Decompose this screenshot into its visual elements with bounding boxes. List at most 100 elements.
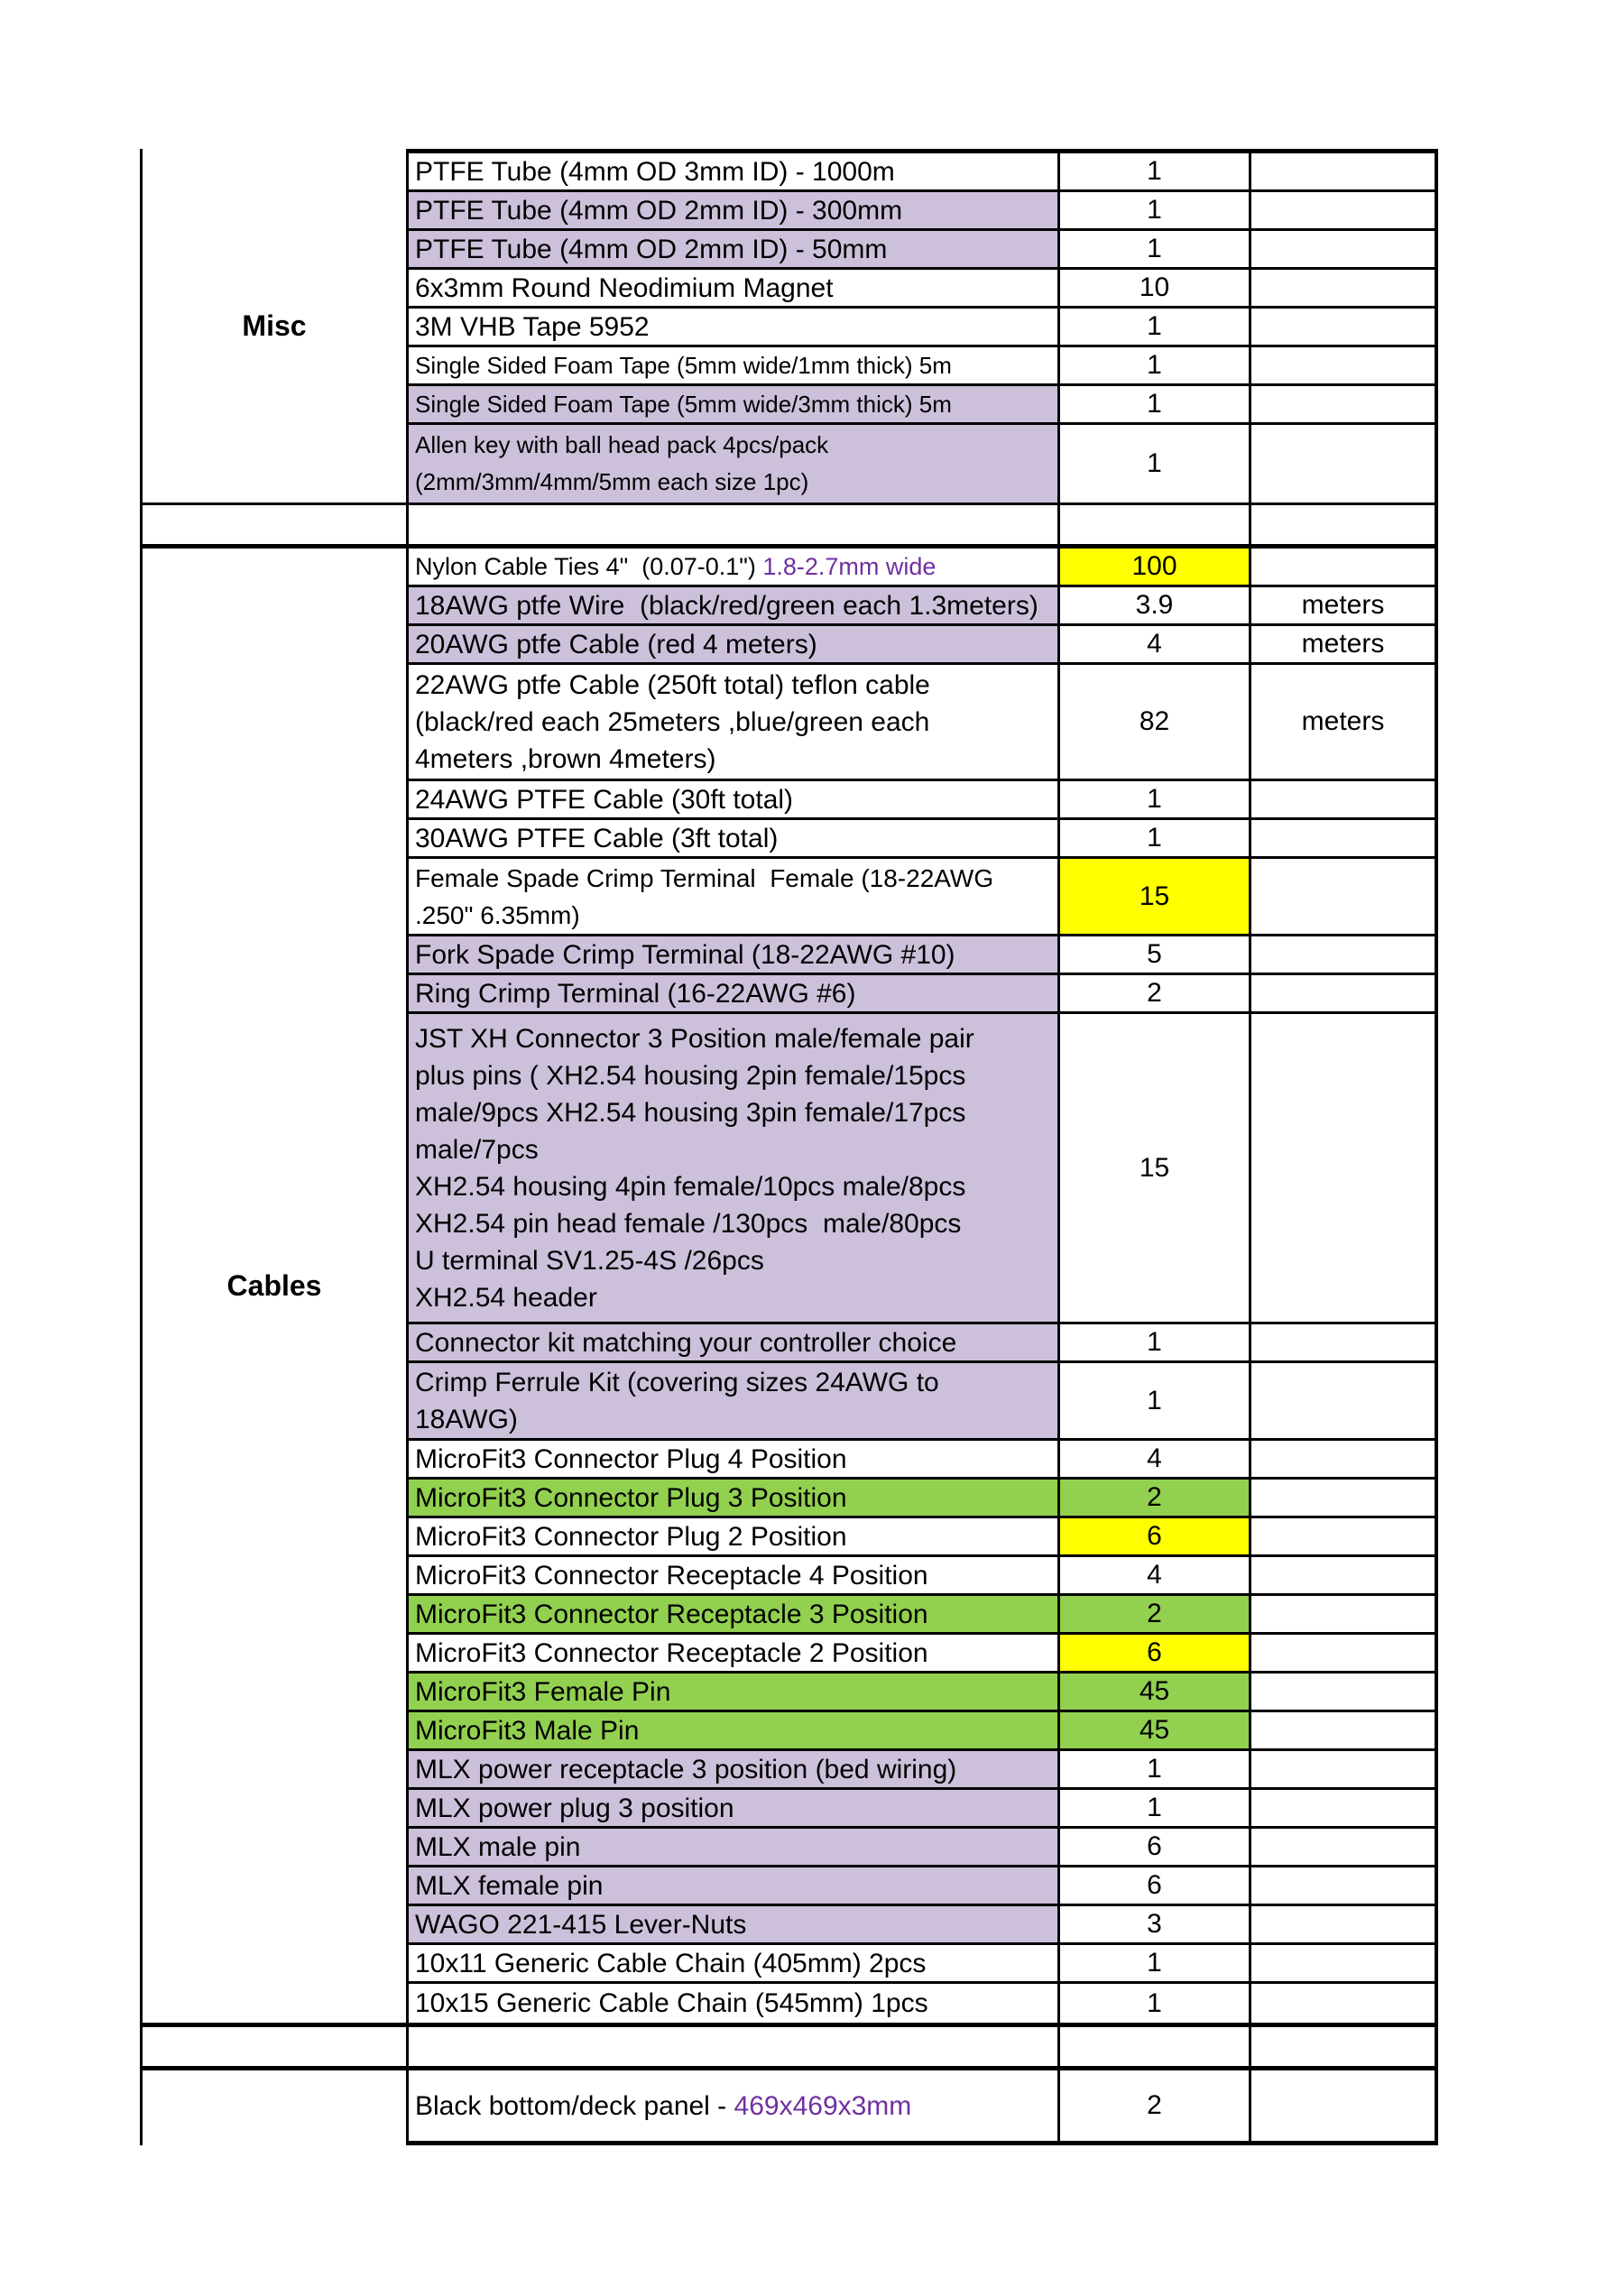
description-cell[interactable]: MicroFit3 Connector Receptacle 4 Positio… [406, 1557, 1057, 1593]
description-cell[interactable]: 10x11 Generic Cable Chain (405mm) 2pcs [406, 1945, 1057, 1981]
quantity-cell[interactable]: 100 [1057, 549, 1249, 585]
category-cell-cables[interactable]: Cables [140, 549, 406, 2023]
description-cell[interactable]: WAGO 221-415 Lever-Nuts [406, 1906, 1057, 1942]
description-cell[interactable]: MicroFit3 Male Pin [406, 1712, 1057, 1748]
unit-cell[interactable] [1249, 549, 1438, 585]
description-cell[interactable]: MicroFit3 Connector Plug 3 Position [406, 1480, 1057, 1516]
unit-cell[interactable] [1249, 1751, 1438, 1787]
quantity-cell[interactable]: 1 [1057, 1324, 1249, 1360]
unit-cell[interactable] [1249, 309, 1438, 345]
description-cell[interactable]: PTFE Tube (4mm OD 3mm ID) - 1000m [406, 153, 1057, 189]
description-cell[interactable]: 30AWG PTFE Cable (3ft total) [406, 820, 1057, 856]
description-cell[interactable]: 3M VHB Tape 5952 [406, 309, 1057, 345]
quantity-cell[interactable]: 45 [1057, 1674, 1249, 1710]
unit-cell[interactable]: meters [1249, 665, 1438, 779]
quantity-cell[interactable]: 2 [1057, 975, 1249, 1011]
unit-cell[interactable] [1249, 1596, 1438, 1632]
unit-cell[interactable] [1249, 1441, 1438, 1477]
description-cell[interactable]: Ring Crimp Terminal (16-22AWG #6) [406, 975, 1057, 1011]
unit-cell[interactable] [1249, 1324, 1438, 1360]
quantity-cell[interactable]: 4 [1057, 626, 1249, 662]
description-cell[interactable]: Fork Spade Crimp Terminal (18-22AWG #10) [406, 936, 1057, 973]
unit-cell[interactable] [1249, 1674, 1438, 1710]
unit-cell[interactable] [1249, 1635, 1438, 1671]
unit-cell[interactable] [1249, 1363, 1438, 1438]
unit-cell[interactable] [1249, 1829, 1438, 1865]
quantity-cell[interactable]: 1 [1057, 425, 1249, 503]
description-cell[interactable]: MicroFit3 Connector Plug 4 Position [406, 1441, 1057, 1477]
unit-cell[interactable] [1249, 347, 1438, 383]
description-cell[interactable]: MLX power receptacle 3 position (bed wir… [406, 1751, 1057, 1787]
unit-cell[interactable] [1249, 192, 1438, 228]
description-cell[interactable]: Single Sided Foam Tape (5mm wide/3mm thi… [406, 386, 1057, 422]
quantity-cell[interactable]: 10 [1057, 270, 1249, 306]
quantity-cell[interactable]: 1 [1057, 309, 1249, 345]
description-cell[interactable]: 20AWG ptfe Cable (red 4 meters) [406, 626, 1057, 662]
unit-cell[interactable] [1249, 1014, 1438, 1322]
quantity-cell[interactable]: 1 [1057, 781, 1249, 817]
quantity-cell[interactable]: 1 [1057, 1790, 1249, 1826]
category-cell-empty[interactable] [140, 2027, 406, 2066]
description-cell[interactable]: 24AWG PTFE Cable (30ft total) [406, 781, 1057, 817]
description-cell[interactable]: Allen key with ball head pack 4pcs/pack … [406, 425, 1057, 503]
quantity-cell[interactable]: 5 [1057, 936, 1249, 973]
description-cell[interactable]: 6x3mm Round Neodimium Magnet [406, 270, 1057, 306]
quantity-cell[interactable]: 1 [1057, 347, 1249, 383]
unit-cell[interactable] [1249, 1480, 1438, 1516]
quantity-cell[interactable]: 2 [1057, 2070, 1249, 2141]
description-cell[interactable]: MicroFit3 Connector Receptacle 3 Positio… [406, 1596, 1057, 1632]
description-cell[interactable]: Single Sided Foam Tape (5mm wide/1mm thi… [406, 347, 1057, 383]
unit-cell[interactable] [1249, 1790, 1438, 1826]
unit-cell[interactable] [1249, 975, 1438, 1011]
description-cell[interactable] [406, 505, 1057, 544]
unit-cell[interactable] [1249, 859, 1438, 934]
quantity-cell[interactable]: 6 [1057, 1635, 1249, 1671]
category-cell-empty[interactable] [140, 2070, 406, 2145]
unit-cell[interactable] [1249, 270, 1438, 306]
unit-cell[interactable] [1249, 425, 1438, 503]
unit-cell[interactable] [1249, 386, 1438, 422]
description-cell[interactable]: MLX male pin [406, 1829, 1057, 1865]
quantity-cell[interactable]: 1 [1057, 231, 1249, 267]
category-cell-empty[interactable] [140, 505, 406, 544]
unit-cell[interactable]: meters [1249, 626, 1438, 662]
quantity-cell[interactable]: 1 [1057, 1751, 1249, 1787]
quantity-cell[interactable]: 6 [1057, 1829, 1249, 1865]
quantity-cell[interactable]: 3.9 [1057, 587, 1249, 623]
unit-cell[interactable] [1249, 1984, 1438, 2023]
quantity-cell[interactable]: 4 [1057, 1557, 1249, 1593]
quantity-cell[interactable] [1057, 505, 1249, 544]
unit-cell[interactable] [1249, 2070, 1438, 2141]
unit-cell[interactable] [1249, 505, 1438, 544]
description-cell[interactable]: MicroFit3 Female Pin [406, 1674, 1057, 1710]
description-cell[interactable]: Crimp Ferrule Kit (covering sizes 24AWG … [406, 1363, 1057, 1438]
description-cell[interactable]: MicroFit3 Connector Plug 2 Position [406, 1518, 1057, 1554]
unit-cell[interactable] [1249, 2027, 1438, 2066]
quantity-cell[interactable]: 6 [1057, 1867, 1249, 1904]
description-cell[interactable]: 22AWG ptfe Cable (250ft total) teflon ca… [406, 665, 1057, 779]
unit-cell[interactable] [1249, 1518, 1438, 1554]
quantity-cell[interactable]: 15 [1057, 859, 1249, 934]
description-cell[interactable]: 10x15 Generic Cable Chain (545mm) 1pcs [406, 1984, 1057, 2023]
description-cell[interactable]: 18AWG ptfe Wire (black/red/green each 1.… [406, 587, 1057, 623]
quantity-cell[interactable]: 3 [1057, 1906, 1249, 1942]
description-cell[interactable]: PTFE Tube (4mm OD 2mm ID) - 50mm [406, 231, 1057, 267]
quantity-cell[interactable]: 1 [1057, 192, 1249, 228]
unit-cell[interactable] [1249, 1906, 1438, 1942]
quantity-cell[interactable]: 1 [1057, 1945, 1249, 1981]
category-cell-misc[interactable]: Misc [140, 149, 406, 503]
description-cell[interactable]: MLX female pin [406, 1867, 1057, 1904]
quantity-cell[interactable]: 1 [1057, 386, 1249, 422]
description-cell[interactable]: Connector kit matching your controller c… [406, 1324, 1057, 1360]
quantity-cell[interactable]: 1 [1057, 820, 1249, 856]
unit-cell[interactable]: meters [1249, 587, 1438, 623]
description-cell[interactable]: PTFE Tube (4mm OD 2mm ID) - 300mm [406, 192, 1057, 228]
description-cell[interactable] [406, 2027, 1057, 2066]
unit-cell[interactable] [1249, 781, 1438, 817]
quantity-cell[interactable]: 15 [1057, 1014, 1249, 1322]
unit-cell[interactable] [1249, 1557, 1438, 1593]
quantity-cell[interactable]: 1 [1057, 153, 1249, 189]
description-cell[interactable]: Nylon Cable Ties 4" (0.07-0.1") 1.8-2.7m… [406, 549, 1057, 585]
quantity-cell[interactable]: 82 [1057, 665, 1249, 779]
unit-cell[interactable] [1249, 231, 1438, 267]
